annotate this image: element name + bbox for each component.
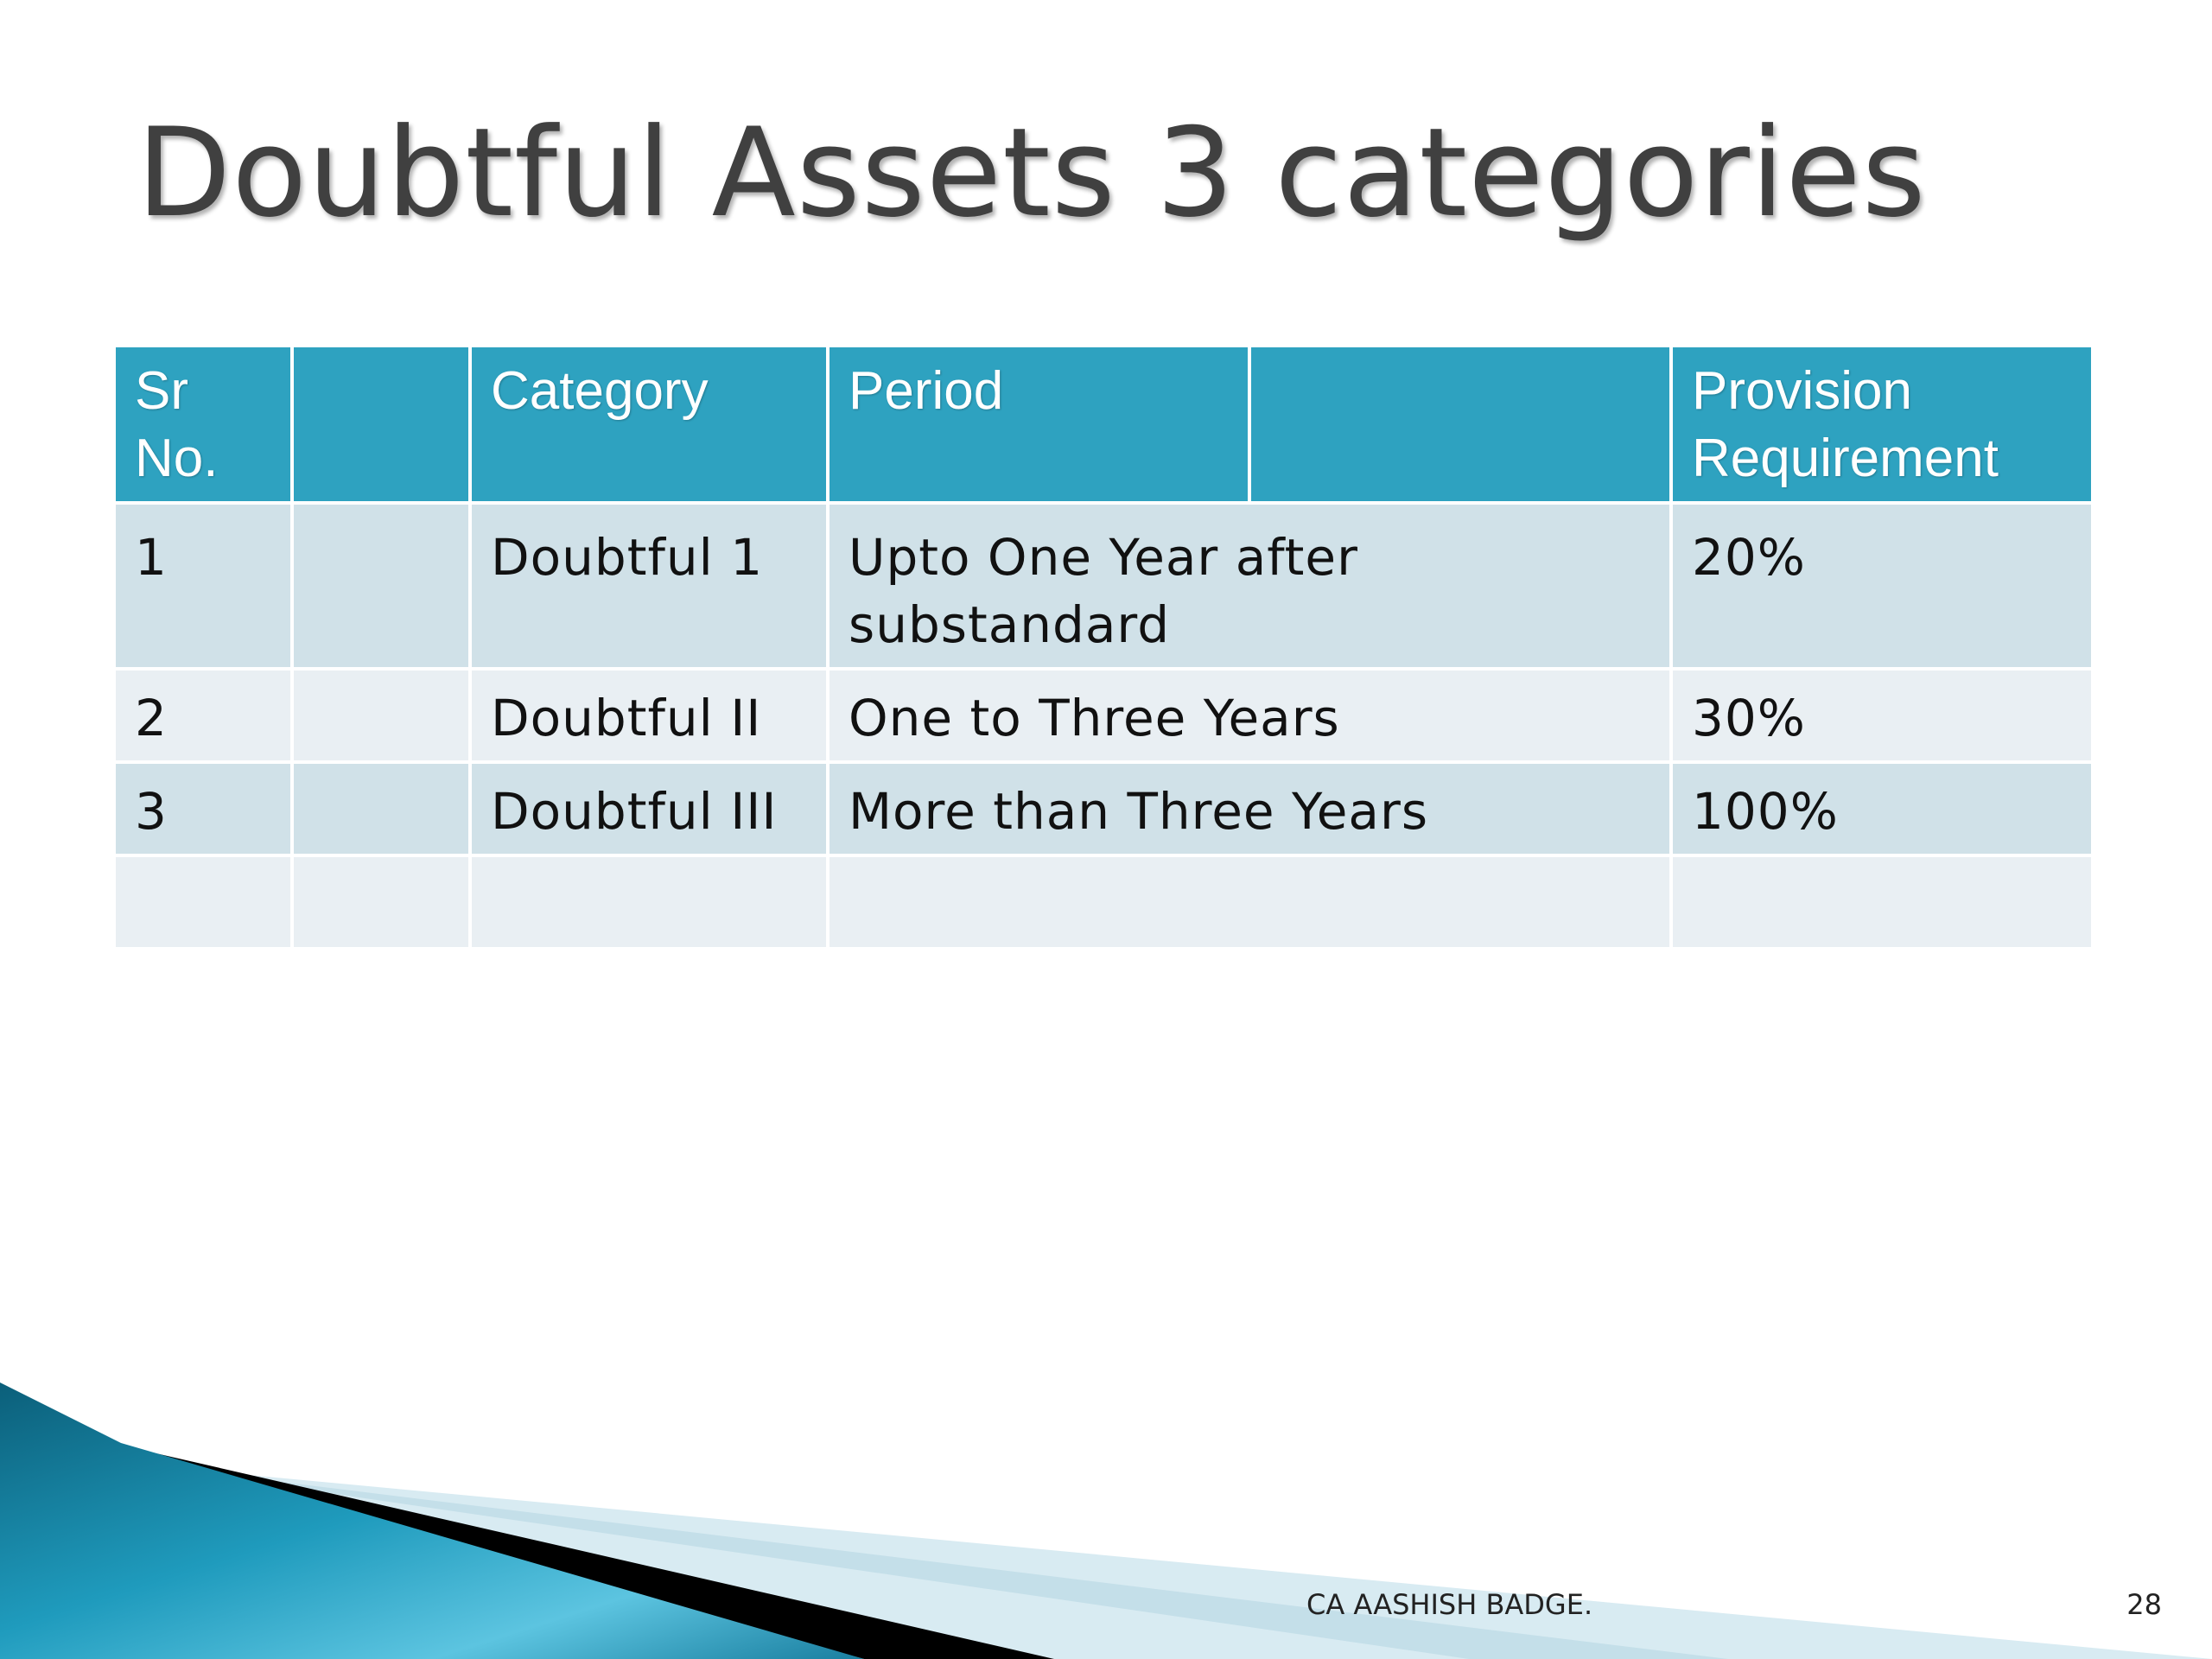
header-category: Category: [468, 344, 830, 505]
cell-provision: 20%: [1669, 501, 2094, 671]
swoosh-sliver: [104, 1460, 1728, 1659]
cell-sr: [112, 854, 294, 950]
cell-provision: 30%: [1669, 667, 2094, 764]
swoosh-teal: [0, 1382, 864, 1659]
table-row-empty: [112, 854, 2094, 950]
table-row: 1 Doubtful 1 Upto One Year after substan…: [112, 501, 2094, 671]
cell-blank: [290, 854, 472, 950]
header-sr-no: Sr No.: [112, 344, 294, 505]
cell-category: Doubtful II: [468, 667, 830, 764]
swoosh-black-stripe: [121, 1447, 1054, 1659]
table-row: 2 Doubtful II One to Three Years 30%: [112, 667, 2094, 764]
page-number: 28: [2126, 1588, 2162, 1621]
header-provision: Provision Requirement: [1669, 344, 2094, 505]
cell-sr: 1: [112, 501, 294, 671]
header-blank: [290, 344, 472, 505]
header-blank-2: [1248, 344, 1673, 505]
cell-sr: 3: [112, 760, 294, 857]
cell-provision: [1669, 854, 2094, 950]
cell-period: Upto One Year after substandard: [826, 501, 1673, 671]
cell-blank: [290, 667, 472, 764]
table-row: 3 Doubtful III More than Three Years 100…: [112, 760, 2094, 857]
cell-category: [468, 854, 830, 950]
cell-category: Doubtful III: [468, 760, 830, 857]
header-period: Period: [826, 344, 1251, 505]
provision-table: Sr No. Category Period Provision Require…: [112, 344, 2094, 950]
footer-author: CA AASHISH BADGE.: [1306, 1588, 1593, 1621]
slide-title: Doubtful Assets 3 categories: [137, 102, 1927, 245]
cell-period: One to Three Years: [826, 667, 1673, 764]
cell-blank: [290, 501, 472, 671]
cell-category: Doubtful 1: [468, 501, 830, 671]
cell-period: [826, 854, 1673, 950]
table-header-row: Sr No. Category Period Provision Require…: [112, 344, 2094, 505]
cell-blank: [290, 760, 472, 857]
cell-provision: 100%: [1669, 760, 2094, 857]
decorative-swoosh: [0, 1382, 2212, 1659]
cell-sr: 2: [112, 667, 294, 764]
cell-period: More than Three Years: [826, 760, 1673, 857]
